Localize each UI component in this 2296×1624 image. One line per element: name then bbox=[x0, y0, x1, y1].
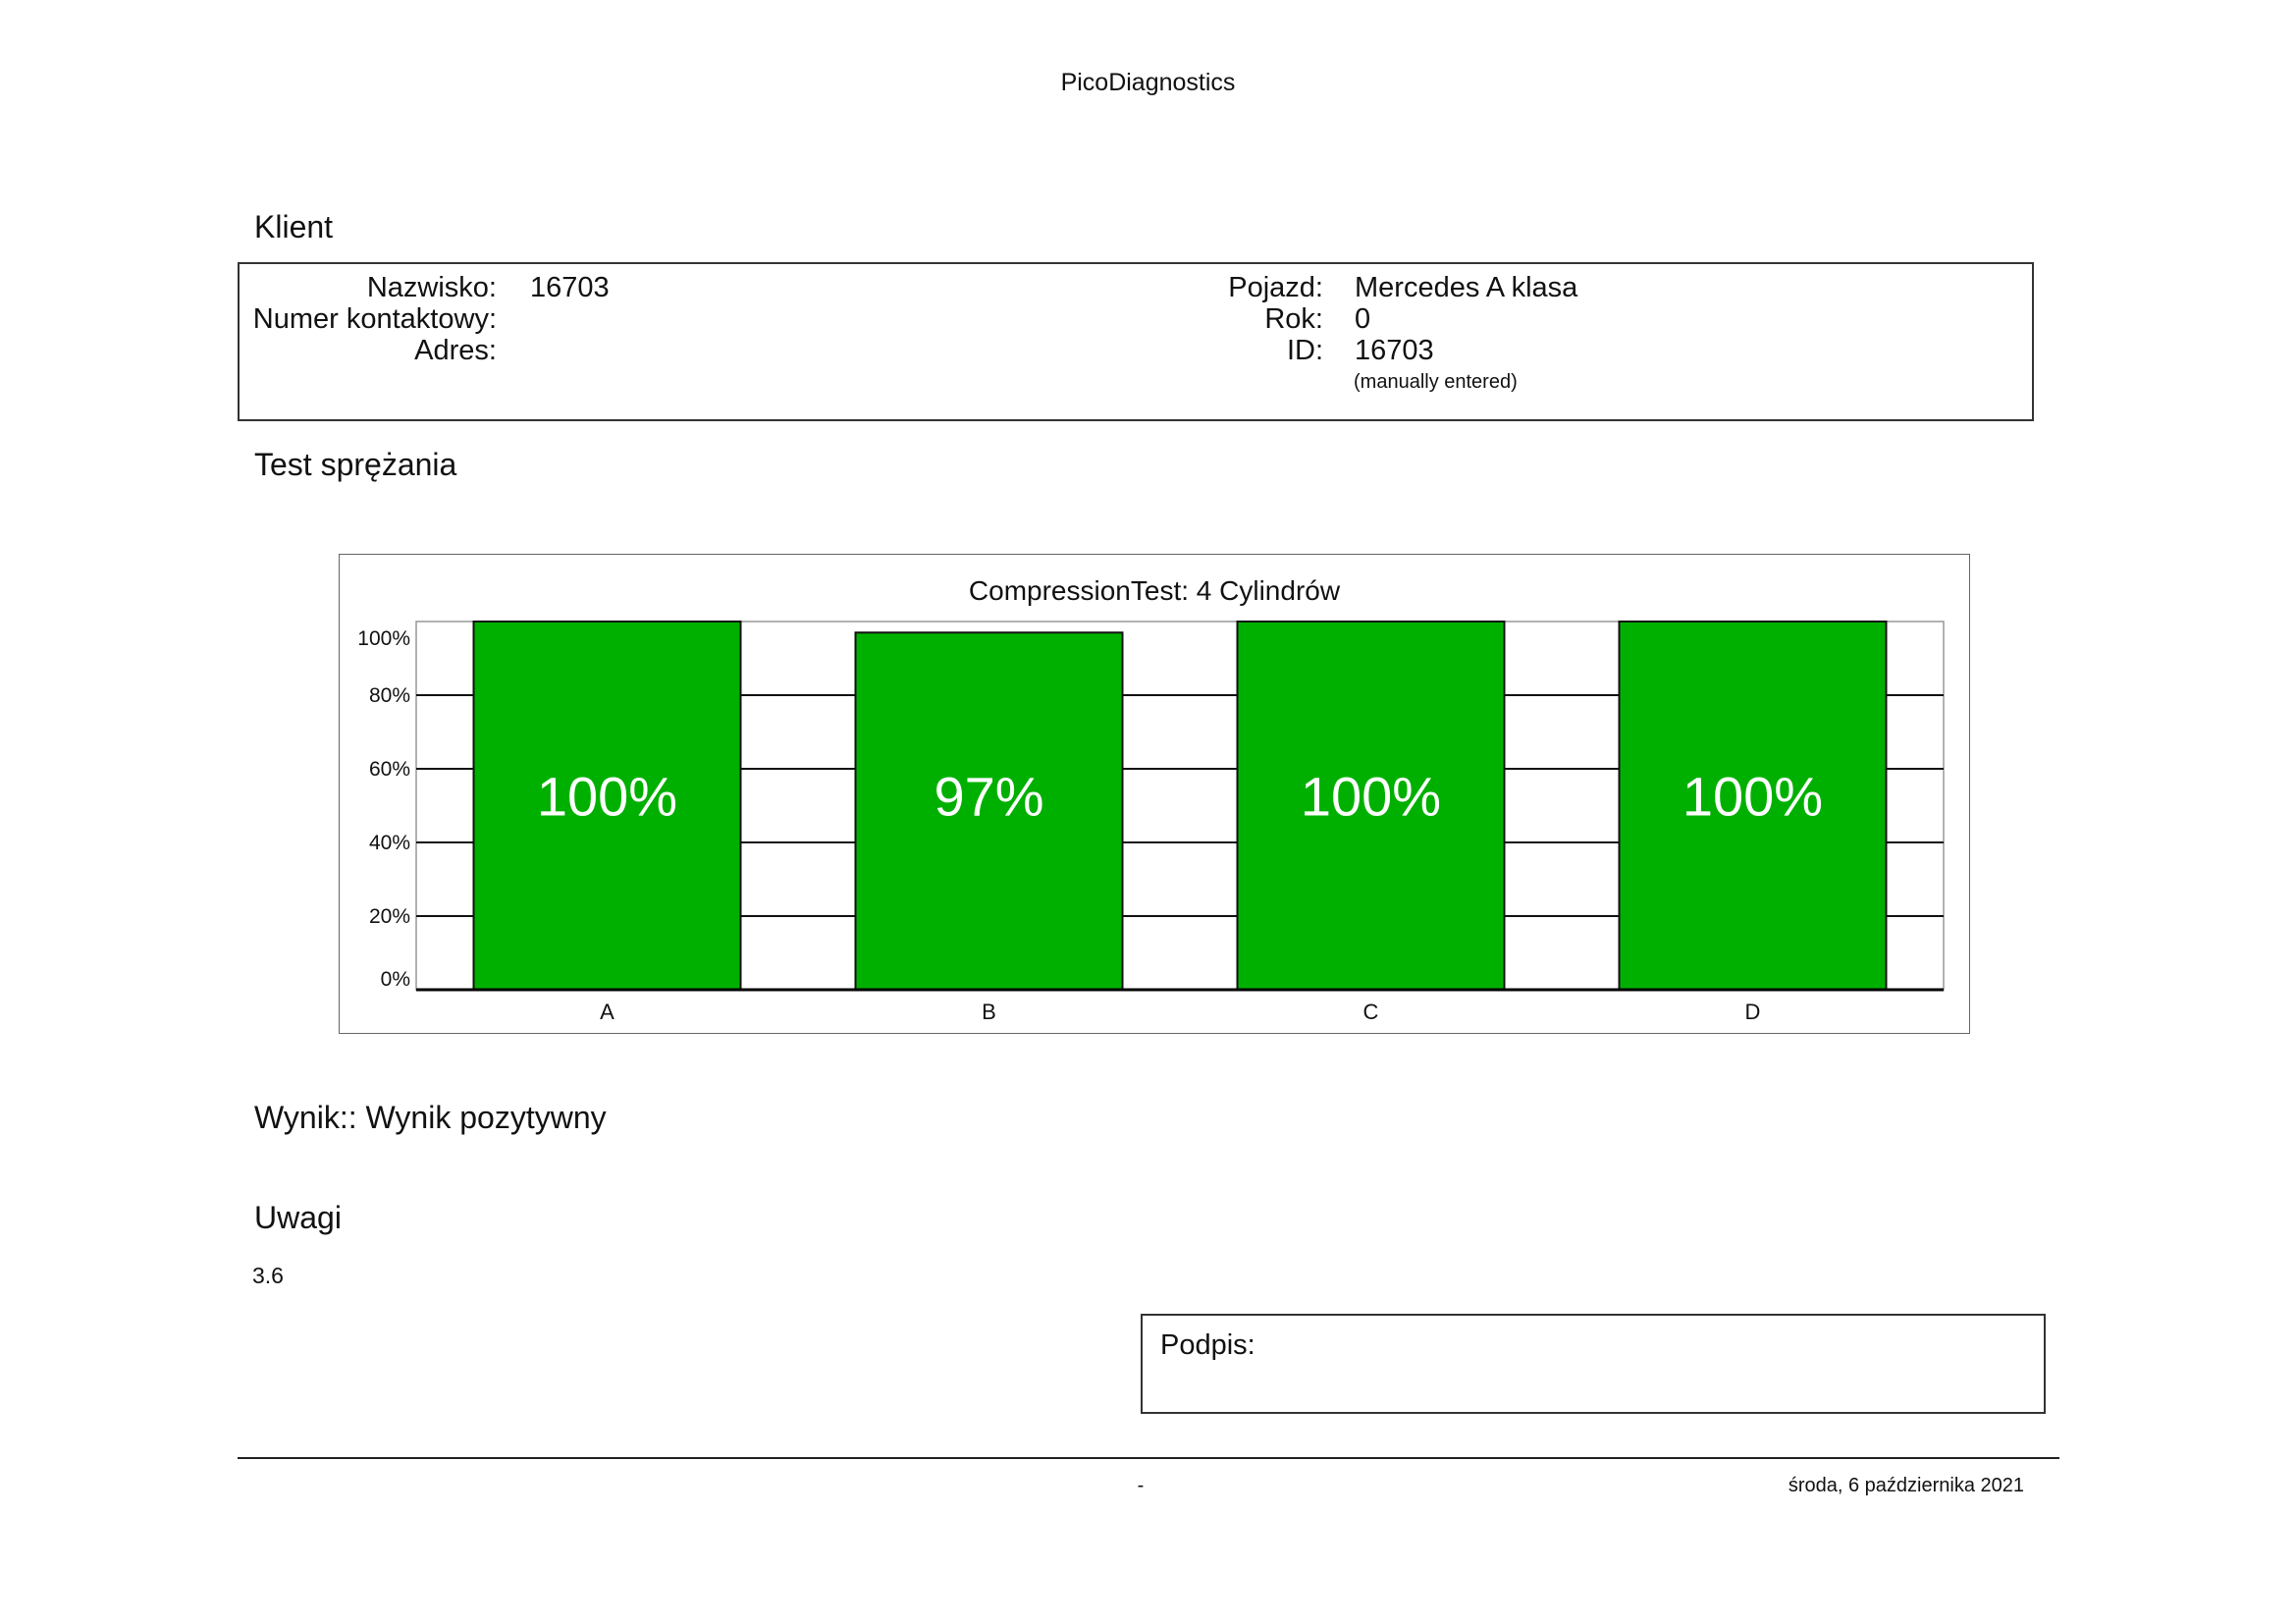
id-label: ID: bbox=[1286, 335, 1323, 366]
bar-data-label: 100% bbox=[537, 766, 677, 828]
bar-data-label: 100% bbox=[1682, 766, 1823, 828]
y-tick-label: 80% bbox=[369, 684, 410, 707]
test-result-text: Wynik:: Wynik pozytywny bbox=[254, 1100, 607, 1135]
signature-box bbox=[1141, 1314, 2046, 1414]
y-tick-label: 60% bbox=[369, 758, 410, 781]
id-value: 16703 bbox=[1355, 335, 1434, 366]
signature-label: Podpis: bbox=[1160, 1329, 1255, 1361]
chart-title: CompressionTest: 4 Cylindrów bbox=[968, 575, 1341, 606]
x-tick-label: D bbox=[1745, 1000, 1761, 1024]
remarks-value: 3.6 bbox=[252, 1263, 284, 1288]
report-header-title: PicoDiagnostics bbox=[1060, 69, 1236, 96]
year-value: 0 bbox=[1355, 303, 1371, 335]
x-tick-label: C bbox=[1363, 1000, 1379, 1024]
footer-date: środa, 6 października 2021 bbox=[1788, 1475, 2024, 1496]
x-tick-label: B bbox=[982, 1000, 996, 1024]
y-tick-label: 100% bbox=[357, 627, 410, 650]
client-phone-label: Numer kontaktowy: bbox=[252, 303, 497, 335]
client-name-value: 16703 bbox=[530, 272, 610, 303]
bar-cylinder-d bbox=[1618, 621, 1888, 991]
id-manual-note: (manually entered) bbox=[1354, 371, 1518, 393]
bar-cylinder-b bbox=[854, 631, 1124, 991]
client-section-heading: Klient bbox=[254, 209, 334, 244]
y-tick-label: 20% bbox=[369, 905, 410, 928]
footer-page-marker: - bbox=[1137, 1475, 1145, 1496]
year-label: Rok: bbox=[1264, 303, 1323, 335]
vehicle-label: Pojazd: bbox=[1228, 272, 1323, 303]
y-tick-label: 40% bbox=[369, 832, 410, 854]
client-info-box bbox=[238, 262, 2034, 421]
client-address-label: Adres: bbox=[414, 335, 497, 366]
bar-cylinder-c bbox=[1236, 621, 1506, 991]
client-name-label: Nazwisko: bbox=[366, 272, 497, 303]
footer-divider bbox=[238, 1457, 2059, 1459]
bar-cylinder-a bbox=[472, 621, 742, 991]
y-tick-label: 0% bbox=[381, 968, 410, 991]
compression-test-heading: Test sprężania bbox=[254, 447, 457, 482]
remarks-heading: Uwagi bbox=[254, 1200, 342, 1235]
bar-data-label: 97% bbox=[934, 766, 1043, 828]
bar-data-label: 100% bbox=[1301, 766, 1441, 828]
vehicle-value: Mercedes A klasa bbox=[1355, 272, 1578, 303]
x-tick-label: A bbox=[600, 1000, 614, 1024]
